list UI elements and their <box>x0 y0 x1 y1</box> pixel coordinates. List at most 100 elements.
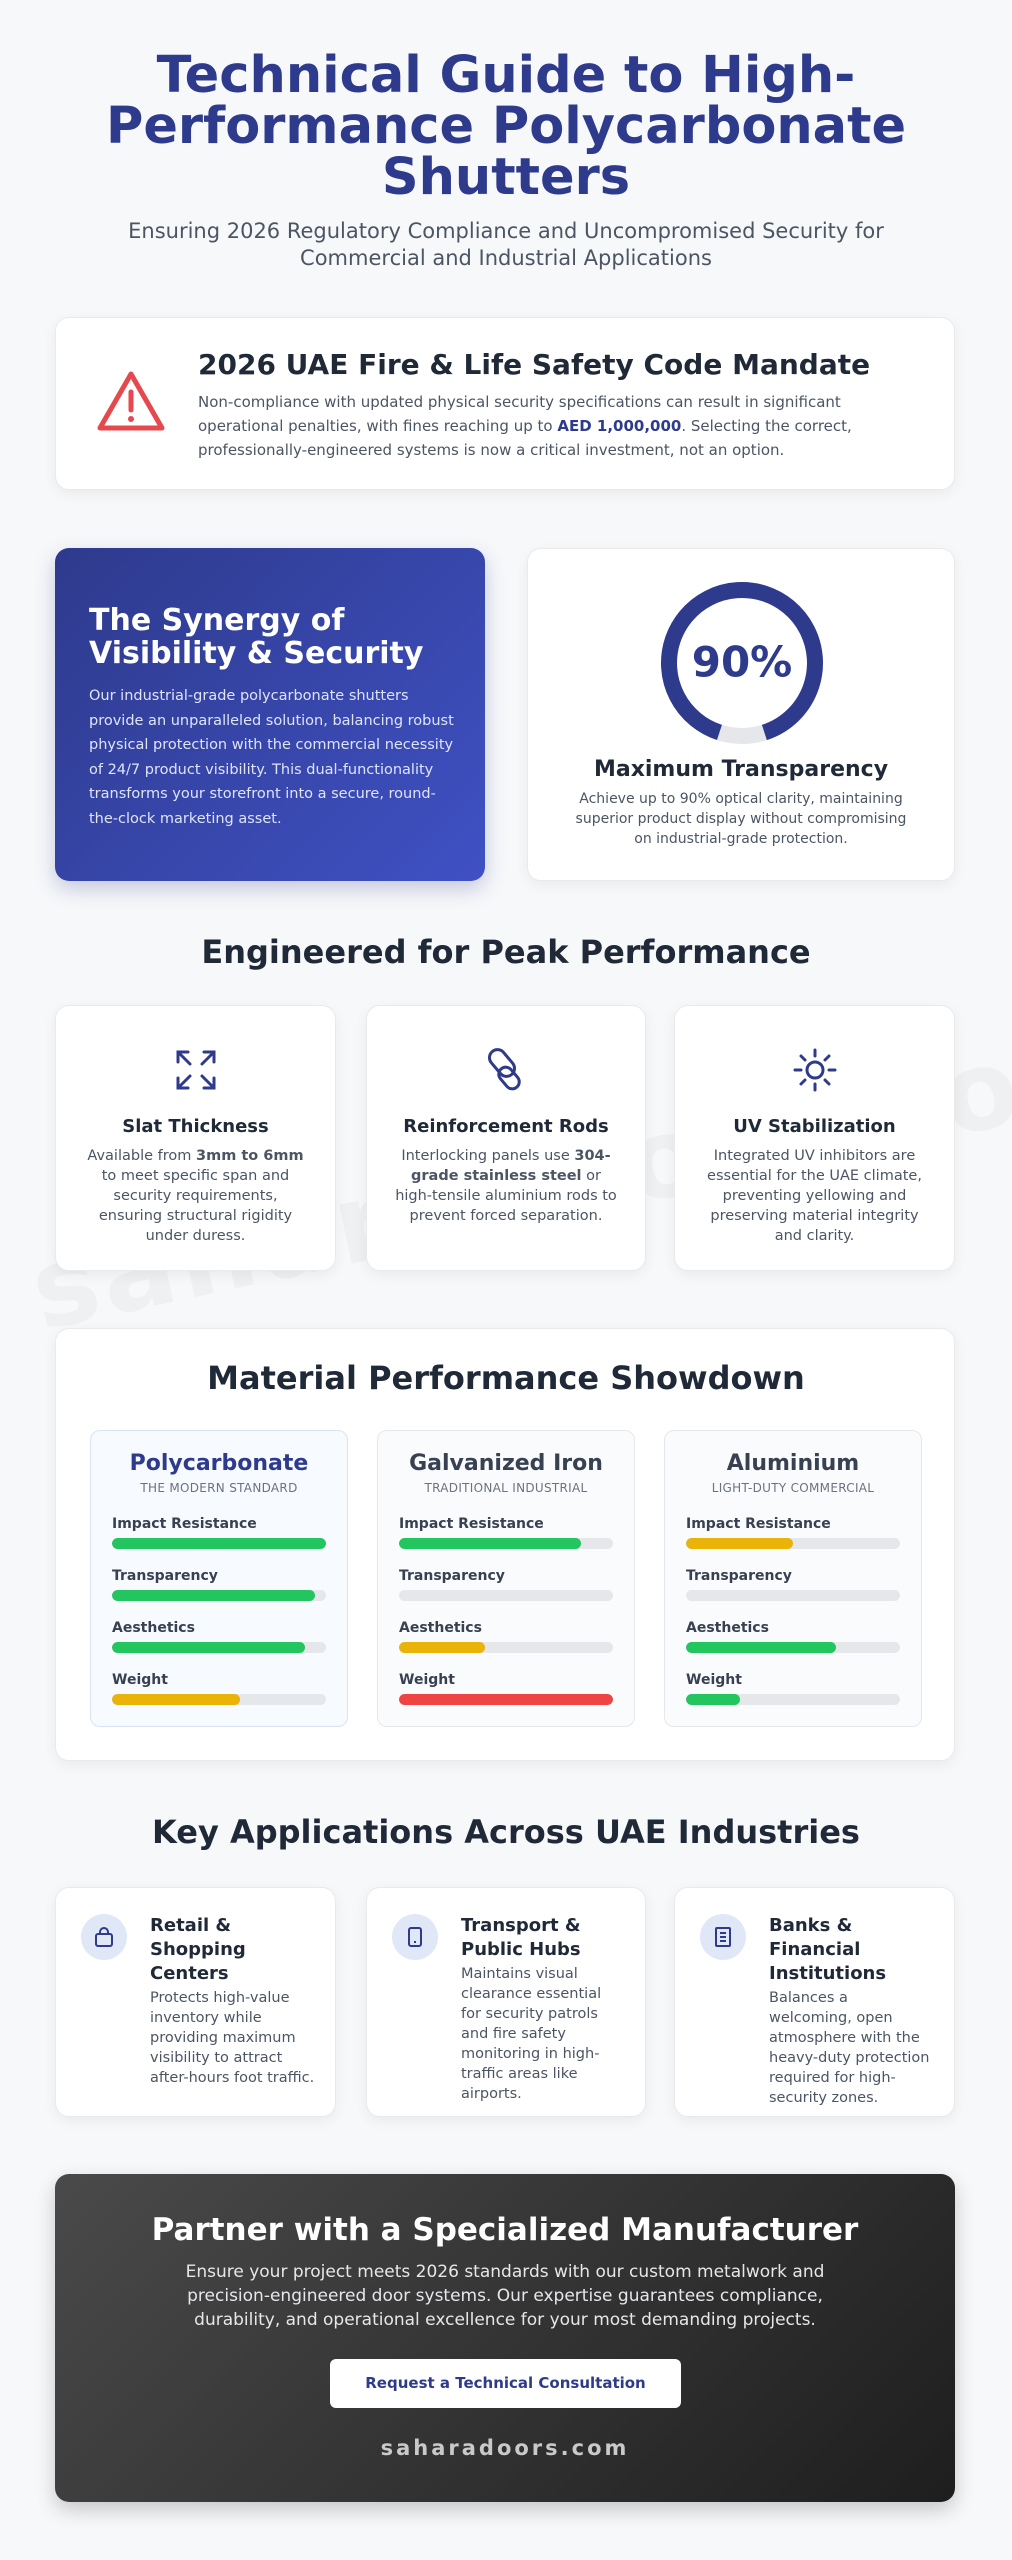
cta-button[interactable]: Request a Technical Consultation <box>330 2359 681 2408</box>
application-title: Transport & Public Hubs <box>461 1915 581 1960</box>
alert-title: 2026 UAE Fire & Life Safety Code Mandate <box>198 348 871 381</box>
text: or high-tensile aluminium rods to preven… <box>395 1168 617 1224</box>
metric-track <box>112 1538 326 1549</box>
metric-label: Impact Resistance <box>686 1516 831 1532</box>
metric: Transparency <box>686 1568 900 1601</box>
metric: Impact Resistance <box>112 1516 326 1549</box>
application-card: Retail & Shopping Centers Protects high-… <box>55 1887 336 2117</box>
metric-label: Transparency <box>686 1568 792 1584</box>
icon-circle <box>81 1914 127 1960</box>
material-subtitle: THE MODERN STANDARD <box>140 1481 298 1495</box>
application-title: Banks & Financial Institutions <box>769 1915 887 1984</box>
metric-label: Weight <box>112 1672 168 1688</box>
metric: Weight <box>399 1672 613 1705</box>
bold-text: 304-grade stainless steel <box>411 1148 611 1184</box>
alert-text: Non-compliance with updated physical sec… <box>198 390 918 462</box>
metric-bar <box>686 1642 836 1653</box>
application-text: Maintains visual clearance essential for… <box>461 1966 602 2102</box>
metric-bar <box>399 1538 581 1549</box>
metric-label: Impact Resistance <box>399 1516 544 1532</box>
metric-track <box>686 1694 900 1705</box>
material-column: Galvanized Iron TRADITIONAL INDUSTRIAL Imp… <box>377 1430 635 1727</box>
metric-track <box>686 1590 900 1601</box>
metric-bar <box>112 1538 326 1549</box>
cta-text: Ensure your project meets 2026 standards… <box>185 2262 825 2330</box>
feature-card: UV Stabilization Integrated UV inhibitor… <box>674 1005 955 1271</box>
metric: Impact Resistance <box>399 1516 613 1549</box>
material-name: Polycarbonate <box>129 1451 309 1476</box>
application-card: Banks & Financial Institutions Balances … <box>674 1887 955 2117</box>
feature-text: Integrated UV inhibitors are essential f… <box>703 1146 926 1246</box>
feature-card: Reinforcement Rods Interlocking panels u… <box>366 1005 646 1271</box>
showdown-title: Material Performance Showdown <box>207 1359 805 1397</box>
sun-icon <box>793 1048 836 1092</box>
metric-track <box>399 1538 613 1549</box>
ring-label: 90% <box>692 638 793 687</box>
text: to meet specific span and security requi… <box>98 1168 293 1244</box>
metric-bar <box>112 1642 305 1653</box>
metric-track <box>112 1590 326 1601</box>
brand: saharadoors.com <box>380 2436 630 2460</box>
metric-track <box>112 1642 326 1653</box>
metric: Weight <box>686 1672 900 1705</box>
bag-icon <box>95 1927 113 1947</box>
transparency-card: 90% Maximum Transparency Achieve up to 9… <box>527 548 955 881</box>
feature-card: Slat Thickness Available from 3mm to 6mm… <box>55 1005 336 1271</box>
section-title: Engineered for Peak Performance <box>201 933 811 971</box>
metric: Transparency <box>112 1568 326 1601</box>
metric-bar <box>112 1590 316 1601</box>
synergy-card: The Synergy of Visibility & Security Our… <box>55 548 485 881</box>
icon-circle <box>700 1914 746 1960</box>
material-column: Aluminium LIGHT-DUTY COMMERCIAL Impact Res… <box>664 1430 922 1727</box>
alert-card: 2026 UAE Fire & Life Safety Code Mandate… <box>55 317 955 490</box>
metric-track <box>399 1642 613 1653</box>
metric-track <box>112 1694 326 1705</box>
icon-circle <box>392 1914 438 1960</box>
metric-bar <box>686 1538 793 1549</box>
metric-track <box>399 1694 613 1705</box>
metric: Aesthetics <box>112 1620 326 1653</box>
page-title: Technical Guide to High-Performance Poly… <box>105 46 907 207</box>
rod-icon <box>488 1048 521 1091</box>
section-title: Key Applications Across UAE Industries <box>152 1813 860 1851</box>
metric-track <box>686 1642 900 1653</box>
transparency-text: Achieve up to 90% optical clarity, maint… <box>575 791 907 847</box>
synergy-text: Our industrial-grade polycarbonate shutt… <box>89 688 454 827</box>
warning-icon <box>97 371 165 431</box>
metric-label: Aesthetics <box>686 1620 769 1636</box>
bold-text: 3mm to 6mm <box>196 1148 304 1164</box>
metric-label: Transparency <box>112 1568 218 1584</box>
metric: Weight <box>112 1672 326 1705</box>
feature-title: Slat Thickness <box>122 1116 269 1137</box>
material-subtitle: TRADITIONAL INDUSTRIAL <box>424 1481 588 1495</box>
metric-track <box>399 1590 613 1601</box>
metric: Aesthetics <box>399 1620 613 1653</box>
cta-section: Partner with a Specialized Manufacturer … <box>55 2174 955 2502</box>
text: Available from <box>87 1148 196 1164</box>
alert-text-after: . Selecting the correct, professionally-… <box>198 417 852 459</box>
metric-label: Aesthetics <box>112 1620 195 1636</box>
metric: Transparency <box>399 1568 613 1601</box>
application-text: Protects high-value inventory while prov… <box>150 1990 315 2086</box>
application-title: Retail & Shopping Centers <box>150 1915 246 1984</box>
feature-text: Interlocking panels use 304-grade stainl… <box>395 1146 617 1226</box>
metric: Aesthetics <box>686 1620 900 1653</box>
synergy-title: The Synergy of Visibility & Security <box>89 603 424 671</box>
document-icon <box>715 1927 731 1947</box>
cta-title: Partner with a Specialized Manufacturer <box>151 2212 859 2248</box>
alert-highlight: AED 1,000,000 <box>557 417 682 435</box>
metric-bar <box>112 1694 241 1705</box>
feature-title: UV Stabilization <box>733 1116 896 1137</box>
application-card: Transport & Public Hubs Maintains visual… <box>366 1887 646 2117</box>
feature-title: Reinforcement Rods <box>403 1116 609 1137</box>
metric-label: Impact Resistance <box>112 1516 257 1532</box>
material-subtitle: LIGHT-DUTY COMMERCIAL <box>711 1481 875 1495</box>
metric-label: Weight <box>399 1672 455 1688</box>
material-name: Aluminium <box>726 1451 860 1476</box>
material-name: Galvanized Iron <box>409 1451 603 1476</box>
metric-label: Transparency <box>399 1568 505 1584</box>
feature-text: Available from 3mm to 6mm to meet specif… <box>84 1146 307 1246</box>
page-subtitle: Ensuring 2026 Regulatory Compliance and … <box>128 219 884 270</box>
text: Integrated UV inhibitors are essential f… <box>707 1148 922 1244</box>
device-icon <box>408 1927 422 1947</box>
